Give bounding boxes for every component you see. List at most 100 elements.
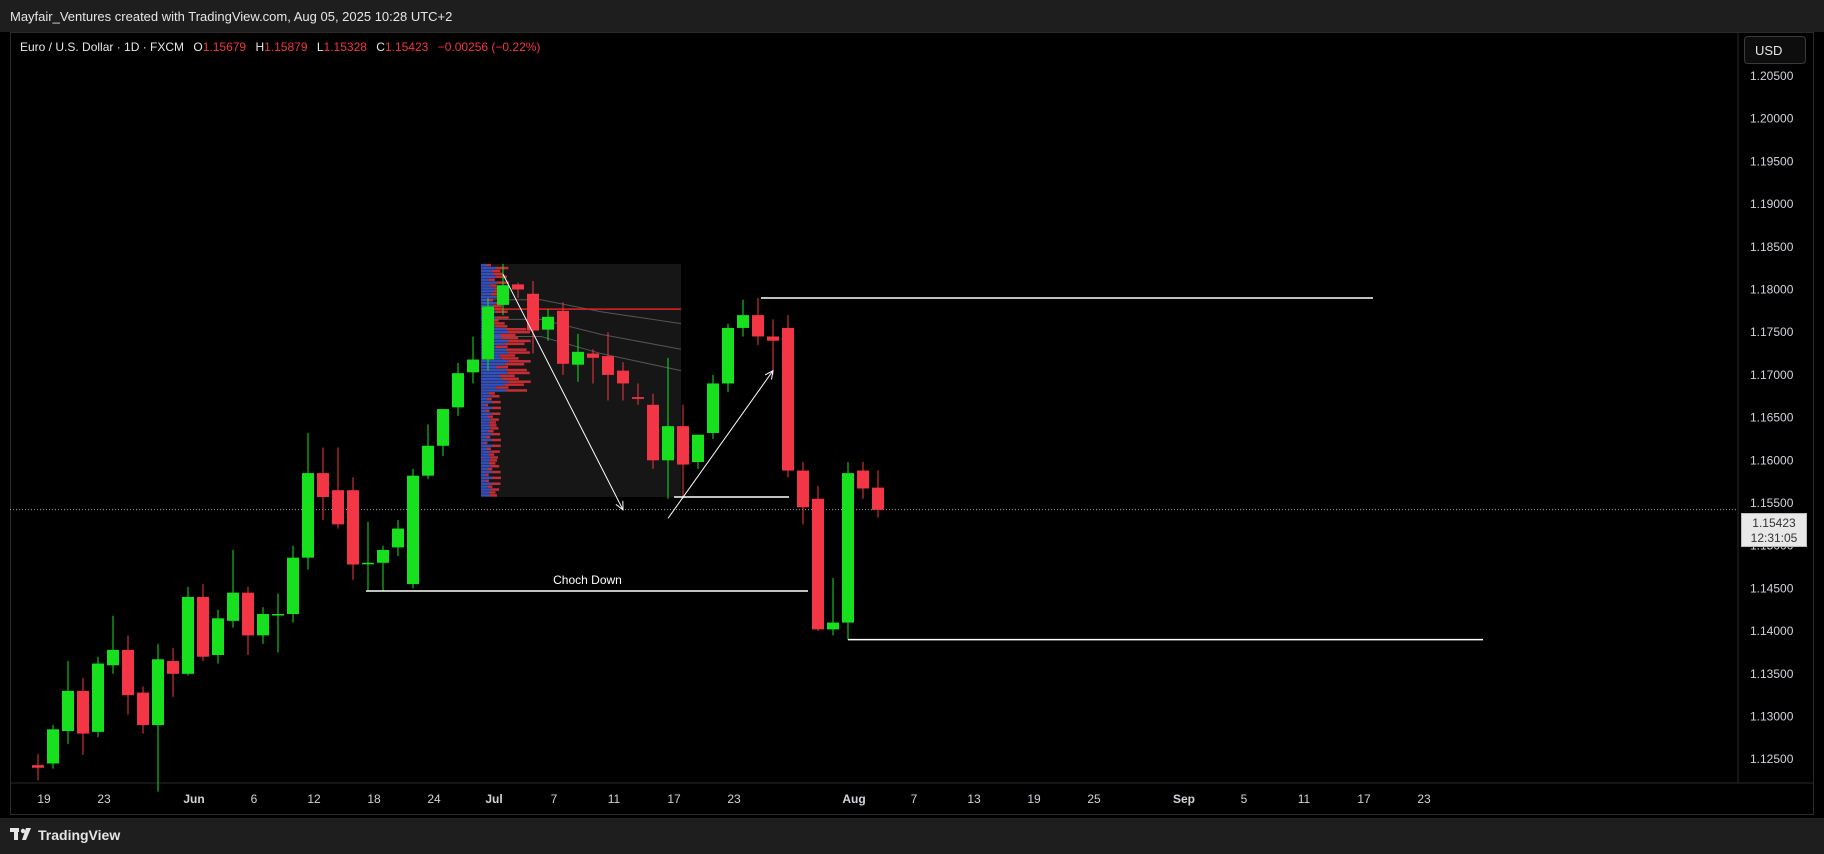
candle [272,593,284,653]
tradingview-brand[interactable]: TradingView [10,827,120,843]
volume-profile-bar-blue [481,464,492,468]
price-tick-label: 1.13000 [1750,710,1794,724]
choch-down-label: Choch Down [553,573,622,587]
volume-profile-bar-blue [481,295,497,299]
candle [467,336,479,384]
tradingview-logo-icon [10,828,31,840]
volume-profile-bar-red [495,325,508,328]
currency-button[interactable]: USD [1744,36,1806,64]
volume-profile-bar-blue [481,470,492,474]
candle [497,263,509,316]
volume-profile-bar-red [501,336,519,340]
volume-profile-bar-blue [481,290,495,293]
volume-profile-bar-red [495,345,508,348]
last-price-tag: 1.15423 12:31:05 [1741,513,1807,547]
volume-profile-bar-blue [481,462,489,465]
chart-credit: Mayfair_Ventures created with TradingVie… [10,9,453,24]
volume-profile-bar-red [485,479,489,483]
candle [197,584,209,661]
bar-countdown: 12:31:05 [1750,531,1798,545]
candle [812,485,824,632]
volume-profile-bar-red [491,450,500,453]
volume-profile-bar-red [491,464,500,468]
candle-body [302,473,314,558]
candle [647,393,659,469]
volume-profile-bar-red [485,473,489,477]
price-tick-label: 1.19000 [1750,197,1794,211]
time-tick-label: 18 [367,792,381,806]
close-label: C [376,40,385,54]
volume-profile-bar-blue [481,467,488,471]
candle [407,468,419,589]
price-tick-label: 1.19500 [1750,154,1794,168]
volume-profile-bar-red [487,467,493,471]
volume-profile-bar-red [491,476,501,480]
volume-profile-bar-red [489,459,498,462]
volume-profile-bar-red [491,406,501,410]
volume-profile-guide [481,335,682,372]
volume-profile-bar-red [488,453,495,456]
volume-profile-bar-red [496,316,509,319]
candle [767,319,779,375]
volume-profile-bar-blue [481,339,509,343]
candle-body [317,473,329,498]
volume-profile-bar-blue [481,272,494,276]
volume-profile-bar-blue [481,418,491,421]
time-tick-label: 11 [1298,792,1311,806]
volume-profile-bar-blue [481,281,497,284]
candle-body [197,596,209,657]
candle [77,678,89,755]
volume-profile-bar-red [506,368,527,372]
candle-body [167,660,179,674]
volume-profile-bar-red [489,421,496,424]
candle [182,586,194,676]
chart-frame[interactable] [10,32,1814,815]
time-tick-label: 7 [911,792,918,806]
symbol-legend[interactable]: Euro / U.S. Dollar · 1D · FXCM O1.15679 … [20,40,540,54]
tradingview-label: TradingView [38,827,121,843]
candle-body [557,310,569,364]
candle-body [632,397,644,399]
candle-body [722,327,734,384]
candle-body [692,434,704,463]
time-tick-label: 17 [667,792,681,806]
candle-body [272,614,284,616]
volume-profile-bar-red [501,377,519,381]
candle-body [62,690,74,732]
price-tick-label: 1.17500 [1750,325,1794,339]
volume-profile-bar-red [487,415,493,418]
volume-profile-bar-blue [481,485,488,488]
arrow-up-shaft [667,370,774,519]
volume-profile-bar-red [486,263,491,267]
candle [602,332,614,401]
volume-profile-bar-blue [481,473,486,477]
candle [167,648,179,697]
volume-profile-bar-red [499,333,516,337]
candle [842,462,854,640]
volume-profile-bar-red [494,322,505,325]
candle-body [77,690,89,734]
candle-body [437,409,449,446]
candle-body [347,490,359,565]
volume-profile-bar-blue [481,476,492,480]
volume-profile-bar-red [492,304,502,308]
candle-body [647,404,659,461]
price-tick-label: 1.12500 [1750,752,1794,766]
volume-profile-bar-red [505,327,527,331]
time-tick-label: Sep [1173,792,1195,806]
candle [287,545,299,623]
candle [662,357,674,499]
volume-profile-bar-red [489,284,497,287]
candle [317,447,329,521]
volume-profile-bar-red [495,275,507,279]
candle-body [827,622,839,630]
volume-profile-bar-blue [481,435,487,439]
open-value: 1.15679 [202,40,247,54]
volume-profile-bar-red [507,330,531,334]
candle-body [422,445,434,476]
volume-profile-guide [481,318,682,350]
volume-profile-bar-blue [481,263,487,267]
price-tick-label: 1.17000 [1750,368,1794,382]
volume-profile-guide [481,299,682,325]
